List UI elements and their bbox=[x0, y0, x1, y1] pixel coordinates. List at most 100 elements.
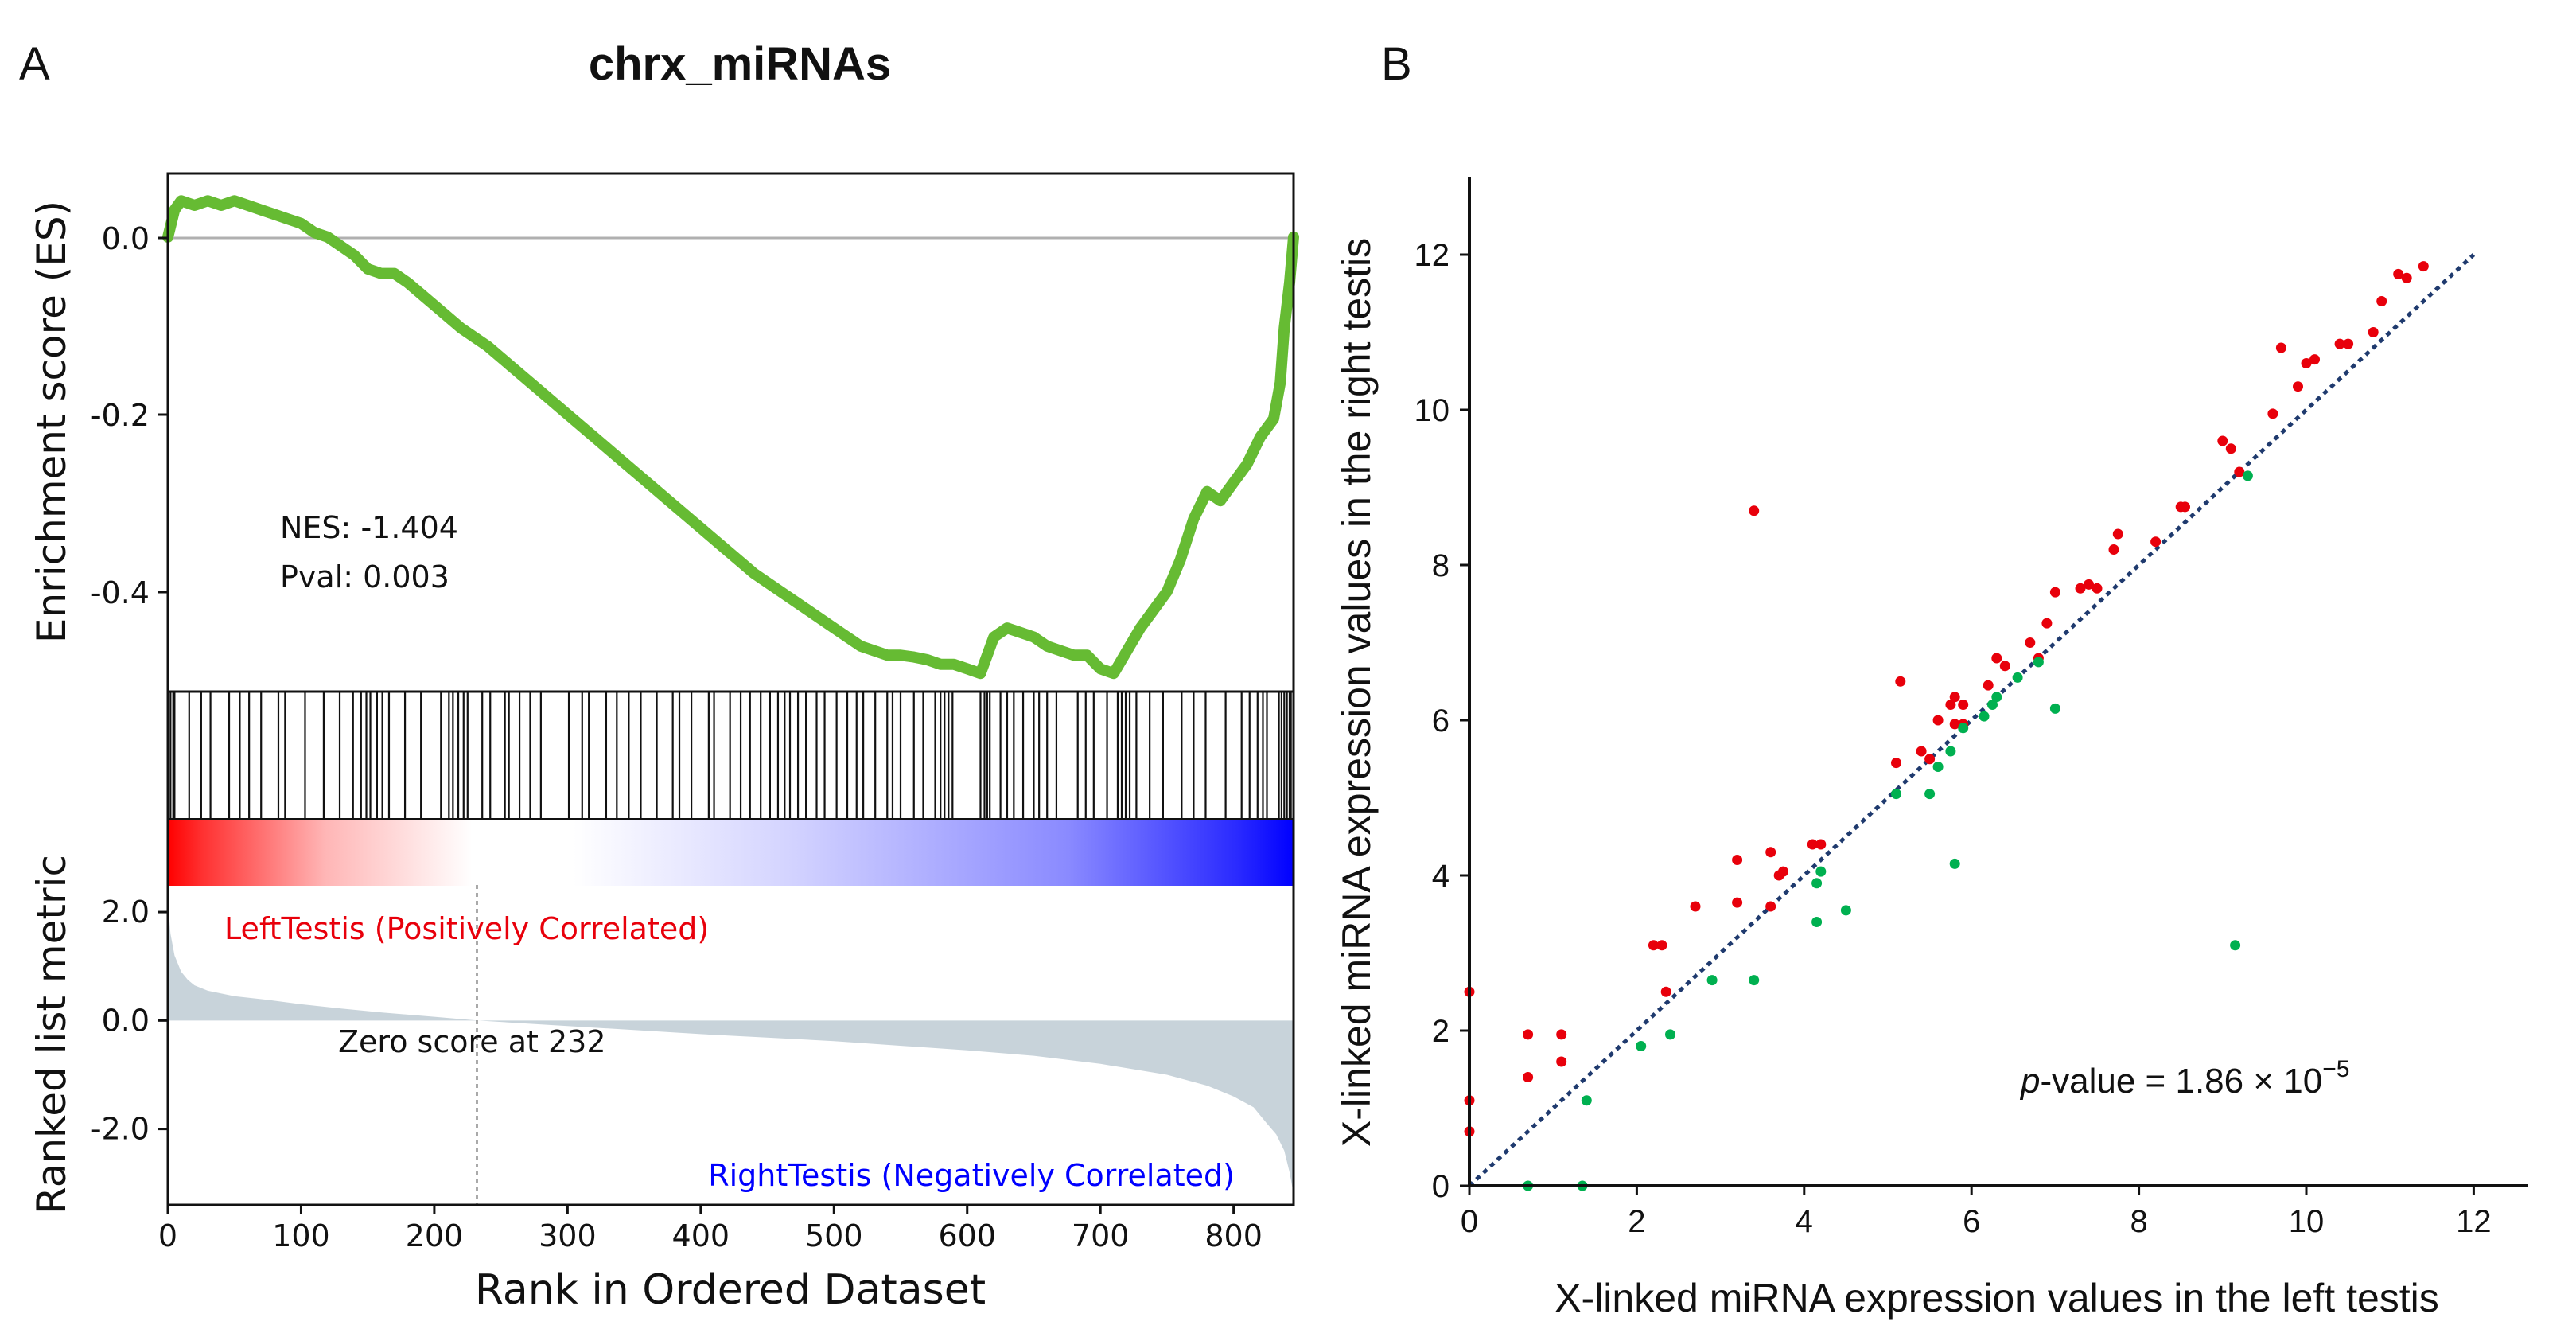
scatter-point bbox=[1778, 866, 1788, 877]
scatter-ytick-label: 2 bbox=[1432, 1014, 1449, 1049]
scatter-point bbox=[1815, 866, 1827, 877]
scatter-point bbox=[1706, 975, 1718, 986]
scatter-ytick-label: 12 bbox=[1414, 238, 1450, 273]
metric-xtick-label: 400 bbox=[672, 1218, 730, 1253]
scatter-point bbox=[2084, 579, 2094, 590]
scatter-point bbox=[1891, 758, 1901, 769]
scatter-point bbox=[2234, 466, 2245, 477]
scatter-x-ticks: 0 2 4 6 8 10 12 bbox=[1461, 1186, 2492, 1239]
scatter-xtick-label: 8 bbox=[2130, 1204, 2147, 1239]
scatter-series-down bbox=[1523, 470, 2253, 1191]
scatter-point bbox=[1924, 789, 1936, 800]
p-value-italic: p bbox=[2019, 1062, 2040, 1101]
hit-barcode bbox=[169, 692, 1295, 819]
metric-ytick-label: 2.0 bbox=[102, 895, 150, 930]
scatter-point bbox=[2012, 672, 2023, 683]
scatter-point bbox=[2033, 657, 2044, 668]
scatter-point bbox=[2309, 354, 2320, 365]
panel-a-frame bbox=[166, 172, 1295, 1206]
scatter-point bbox=[1636, 1041, 1647, 1051]
zero-score-label: Zero score at 232 bbox=[338, 1024, 606, 1059]
p-value-text: -value = 1.86 × 10 bbox=[2040, 1062, 2322, 1101]
scatter-point bbox=[1732, 855, 1743, 865]
scatter-point bbox=[1891, 789, 1901, 800]
metric-xtick-label: 200 bbox=[406, 1218, 464, 1253]
scatter-point bbox=[1991, 653, 2002, 664]
scatter-point bbox=[2092, 583, 2103, 594]
metric-y-axis-label: Ranked list metric bbox=[29, 855, 75, 1214]
scatter-point bbox=[1916, 746, 1927, 757]
scatter-point bbox=[1811, 917, 1823, 927]
scatter-point bbox=[1523, 1072, 1534, 1082]
scatter-xtick-label: 4 bbox=[1796, 1204, 1813, 1239]
scatter-point bbox=[1556, 1029, 1567, 1040]
scatter-point bbox=[2334, 338, 2345, 349]
metric-xtick-label: 500 bbox=[805, 1218, 863, 1253]
scatter-point bbox=[1765, 901, 1776, 912]
scatter-point bbox=[2343, 338, 2354, 349]
scatter-point bbox=[1648, 940, 1659, 951]
metric-xtick-label: 100 bbox=[272, 1218, 330, 1253]
panel-b-letter: B bbox=[1381, 38, 1412, 90]
scatter-point bbox=[1924, 754, 1936, 765]
metric-xtick-label: 0 bbox=[158, 1218, 177, 1253]
scatter-point bbox=[1983, 680, 1994, 691]
es-plot: 0.0 -0.2 -0.4 Enrichment score (ES) NES:… bbox=[29, 195, 1299, 680]
scatter-point bbox=[1690, 901, 1701, 912]
scatter-point bbox=[2368, 327, 2379, 337]
scatter-point bbox=[1991, 692, 2002, 703]
metric-xtick-label: 600 bbox=[938, 1218, 996, 1253]
scatter-point bbox=[1811, 878, 1823, 889]
scatter-point bbox=[1749, 975, 1760, 986]
metric-x-axis-label: Rank in Ordered Dataset bbox=[475, 1266, 986, 1314]
scatter-point bbox=[2393, 268, 2404, 279]
metric-plot: LeftTestis (Positively Correlated) Zero … bbox=[29, 855, 1294, 1314]
rank-color-bar bbox=[168, 820, 1294, 886]
metric-xtick-label: 300 bbox=[539, 1218, 597, 1253]
es-pval-label: Pval: 0.003 bbox=[280, 559, 449, 594]
scatter-point bbox=[1656, 940, 1667, 951]
scatter-point bbox=[2180, 501, 2190, 513]
scatter-point bbox=[1987, 700, 1998, 710]
metric-ytick-label: 0.0 bbox=[102, 1003, 150, 1038]
scatter-point bbox=[1945, 700, 1956, 710]
es-ytick-label: -0.4 bbox=[91, 575, 150, 610]
scatter-point bbox=[1999, 661, 2010, 672]
scatter-y-ticks: 0 2 4 6 8 10 12 bbox=[1414, 238, 1469, 1204]
scatter-point bbox=[2225, 443, 2236, 454]
scatter-point bbox=[1732, 897, 1743, 908]
scatter-point bbox=[1556, 1056, 1567, 1067]
scatter-point bbox=[2049, 587, 2060, 598]
scatter-xtick-label: 12 bbox=[2456, 1204, 2492, 1239]
scatter-point bbox=[2301, 358, 2312, 368]
metric-y-ticks: 2.0 0.0 -2.0 bbox=[91, 895, 168, 1147]
scatter-point bbox=[2230, 940, 2241, 951]
metric-xtick-label: 700 bbox=[1072, 1218, 1130, 1253]
scatter-point bbox=[1807, 839, 1818, 850]
es-line bbox=[162, 195, 1299, 680]
es-y-ticks: 0.0 -0.2 -0.4 bbox=[91, 221, 168, 610]
scatter-point bbox=[2242, 470, 2253, 481]
reference-diagonal bbox=[1468, 253, 2476, 1187]
scatter-point bbox=[1958, 700, 1969, 710]
scatter-point bbox=[2267, 408, 2278, 419]
es-y-axis-label: Enrichment score (ES) bbox=[29, 201, 75, 643]
scatter-point bbox=[1945, 746, 1956, 757]
metric-area bbox=[168, 901, 1294, 1195]
scatter-point bbox=[1932, 715, 1944, 726]
metric-x-ticks: 0 100 200 300 400 500 600 700 800 bbox=[158, 1205, 1263, 1253]
es-ytick-label: 0.0 bbox=[102, 221, 150, 256]
scatter-series-up bbox=[1464, 261, 2429, 1137]
pos-correlated-label: LeftTestis (Positively Correlated) bbox=[224, 911, 709, 946]
scatter-point bbox=[1958, 723, 1969, 734]
scatter-point bbox=[1949, 692, 1960, 703]
es-ytick-label: -0.2 bbox=[91, 398, 150, 433]
scatter-ytick-label: 4 bbox=[1432, 859, 1449, 894]
p-value-annotation: p-value = 1.86 × 10−5 bbox=[2019, 1056, 2349, 1101]
scatter-point bbox=[2376, 296, 2387, 306]
scatter-ytick-label: 8 bbox=[1432, 548, 1449, 583]
scatter-point bbox=[2418, 261, 2429, 272]
scatter-point bbox=[1932, 762, 1944, 772]
scatter-point bbox=[2150, 536, 2162, 548]
